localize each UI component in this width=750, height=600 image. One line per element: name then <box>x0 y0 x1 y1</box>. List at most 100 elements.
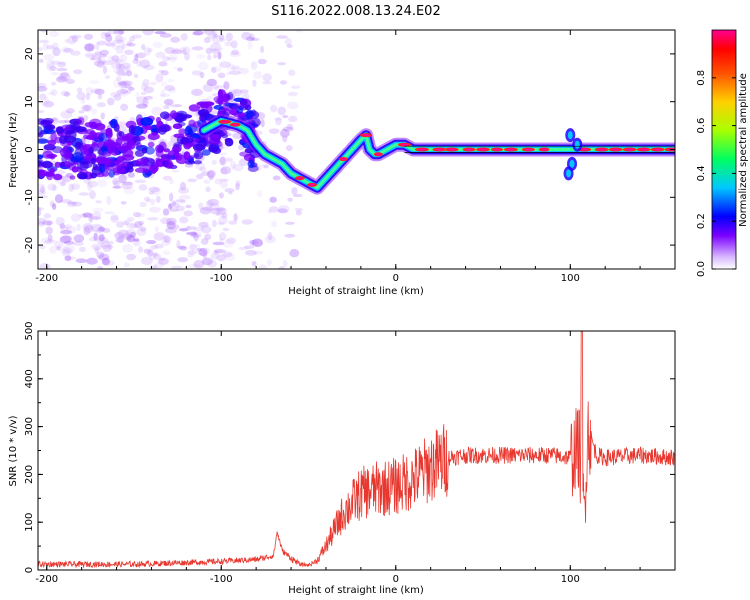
spectrogram-energy-blob <box>193 160 203 165</box>
spectrogram-noise-blob <box>120 233 133 240</box>
spectrogram-energy-blob <box>212 147 222 155</box>
spectrogram-noise-blob <box>194 243 200 248</box>
spectrogram-noise-blob <box>50 60 61 65</box>
spectrogram-energy-blob <box>245 109 254 120</box>
spectrogram-noise-blob <box>84 52 95 57</box>
spectrogram-energy-blob <box>46 170 54 181</box>
spectrogram-energy-blob <box>211 133 221 140</box>
spectrogram-noise-blob <box>178 187 189 194</box>
spectrogram-noise-blob <box>38 184 46 193</box>
spectrogram-noise-blob <box>82 222 94 231</box>
spectrogram-noise-blob <box>85 54 97 59</box>
spectrogram-noise-blob <box>111 44 121 50</box>
spectrogram-noise-blob <box>96 40 107 46</box>
spectrogram-noise-blob <box>150 198 156 206</box>
spectrogram-noise-blob <box>213 248 224 254</box>
spectrogram-noise-blob <box>141 44 146 51</box>
spectrogram-noise-blob <box>213 83 220 90</box>
spectrogram-noise-blob <box>231 49 240 55</box>
spectrogram-noise-blob <box>143 47 151 56</box>
spectrogram-energy-blob <box>77 117 85 125</box>
spectrogram-noise-blob <box>294 207 303 212</box>
spectrogram-peak <box>363 133 370 137</box>
spectrogram-ytick-label: -10 <box>24 189 35 205</box>
spectrogram-noise-blob <box>202 206 214 211</box>
spectrogram-noise-blob <box>91 108 97 115</box>
spectrogram-noise-blob <box>49 246 57 254</box>
spectrogram-noise-blob <box>155 261 164 269</box>
spectrogram-noise-blob <box>38 189 47 196</box>
spectrogram-noise-blob <box>91 88 102 94</box>
spectrogram-noise-blob <box>134 179 147 184</box>
spectrogram-noise-blob <box>271 220 278 228</box>
spectrogram-noise-blob <box>66 225 77 234</box>
spectrogram-noise-blob <box>145 199 152 203</box>
spectrogram-noise-blob <box>162 250 171 256</box>
spectrogram-noise-blob <box>110 215 119 221</box>
spectrogram-noise-blob <box>154 226 159 232</box>
spectrogram-noise-blob <box>102 65 108 75</box>
snr-xtick-label: 100 <box>561 574 580 585</box>
spectrogram-noise-blob <box>230 160 236 170</box>
spectrogram-peak <box>580 148 588 151</box>
spectrogram-energy-blob <box>224 102 236 107</box>
spectrogram-noise-blob <box>120 103 129 111</box>
spectrogram-noise-blob <box>83 33 94 40</box>
spectrogram-noise-blob <box>118 80 127 90</box>
spectrogram-noise-blob <box>93 245 101 252</box>
spectrogram-noise-blob <box>282 135 288 143</box>
spectrogram-noise-blob <box>212 219 217 228</box>
spectrogram-noise-blob <box>146 239 157 245</box>
spectrogram-noise-blob <box>50 71 60 76</box>
spectrogram-noise-blob <box>192 30 204 36</box>
spectrogram-noise-blob <box>38 39 50 44</box>
spectrogram-energy-blob <box>142 163 152 174</box>
spectrogram-noise-blob <box>64 119 70 124</box>
spectrogram-noise-blob <box>196 247 203 252</box>
spectrogram-energy-blob <box>88 146 94 155</box>
spectrogram-energy-blob <box>100 145 108 153</box>
spectrogram-noise-blob <box>216 207 227 215</box>
spectrogram-noise-blob <box>169 178 175 185</box>
spectrogram-noise-blob <box>132 211 142 218</box>
spectrogram-noise-blob <box>100 112 105 120</box>
spectrogram-noise-blob <box>210 66 217 74</box>
spectrogram-noise-blob <box>168 87 177 94</box>
spectrogram-noise-blob <box>132 239 141 247</box>
spectrogram-noise-blob <box>96 60 107 64</box>
spectrogram-noise-blob <box>39 244 46 250</box>
spectrogram-noise-blob <box>199 247 208 257</box>
spectrogram-noise-blob <box>171 169 180 173</box>
spectrogram-noise-blob <box>112 39 124 44</box>
spectrogram-noise-blob <box>126 216 135 222</box>
spectrogram-noise-blob <box>92 224 105 234</box>
spectrogram-noise-blob <box>45 226 53 235</box>
spectrogram-noise-blob <box>56 245 61 251</box>
spectrogram-noise-blob <box>105 42 116 47</box>
spectrogram-noise-blob <box>143 95 154 100</box>
spectrogram-noise-blob <box>233 213 238 222</box>
spectrogram-noise-blob <box>163 235 172 243</box>
spectrogram-peak <box>507 148 515 151</box>
spectrogram-noise-blob <box>189 233 202 238</box>
spectrogram-peak <box>541 148 547 151</box>
spectrogram-energy-blob <box>158 125 167 135</box>
spectrogram-noise-blob <box>64 255 72 262</box>
spectrogram-noise-blob <box>191 88 203 97</box>
spectrogram-peak <box>479 148 487 151</box>
spectrogram-noise-blob <box>169 202 179 209</box>
spectrogram-noise-blob <box>118 30 125 35</box>
spectrogram-noise-blob <box>89 236 97 242</box>
spectrogram-noise-blob <box>123 186 135 195</box>
spectrogram-noise-blob <box>134 221 143 229</box>
spectrogram-noise-blob <box>185 204 192 209</box>
spectrogram-noise-blob <box>208 174 214 181</box>
spectrogram-noise-blob <box>113 58 124 63</box>
spectrogram-noise-blob <box>287 197 293 202</box>
spectrogram-noise-blob <box>57 61 67 68</box>
spectrogram-energy-blob <box>92 163 98 171</box>
spectrogram-noise-blob <box>38 183 45 187</box>
spectrogram-noise-blob <box>38 207 45 211</box>
